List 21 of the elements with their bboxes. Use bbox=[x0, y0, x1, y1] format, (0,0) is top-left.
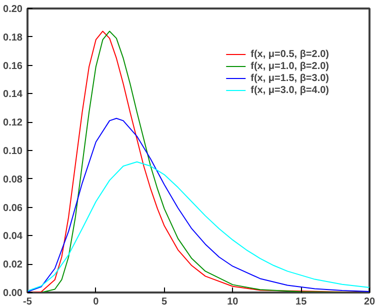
y-tick-label: 0.18 bbox=[3, 32, 23, 44]
y-tick-label: 0.14 bbox=[3, 89, 23, 100]
y-tick-label: 0.02 bbox=[3, 260, 23, 271]
y-tick-label: 0.00 bbox=[3, 288, 23, 299]
y-tick-label: 0.20 bbox=[3, 4, 23, 15]
x-tick-label: 10 bbox=[227, 296, 239, 307]
legend-label: f(x, μ=0.5, β=2.0) bbox=[250, 48, 329, 60]
x-tick-label: 15 bbox=[296, 296, 308, 307]
y-tick-label: 0.16 bbox=[3, 60, 23, 72]
x-tick-label: 0 bbox=[93, 296, 100, 307]
y-tick-label: 0.08 bbox=[3, 174, 23, 186]
y-tick-label: 0.10 bbox=[3, 146, 23, 157]
legend-label: f(x, μ=3.0, β=4.0) bbox=[250, 84, 329, 96]
x-tick-label: 20 bbox=[364, 296, 376, 307]
legend-label: f(x, μ=1.0, β=2.0) bbox=[250, 60, 329, 72]
y-tick-label: 0.04 bbox=[3, 231, 23, 242]
y-tick-label: 0.06 bbox=[3, 202, 23, 214]
legend-label: f(x, μ=1.5, β=3.0) bbox=[250, 72, 329, 84]
y-tick-label: 0.12 bbox=[3, 118, 23, 129]
x-tick-label: 5 bbox=[162, 296, 168, 307]
x-tick-label: -5 bbox=[23, 296, 32, 307]
